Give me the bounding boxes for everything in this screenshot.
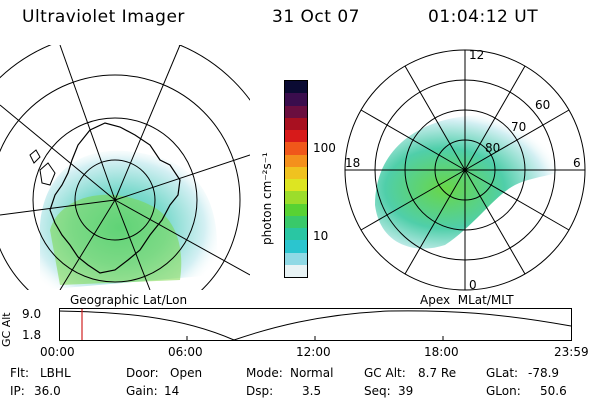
colorbar-segment [285, 130, 307, 143]
mlt-label-18: 18 [345, 156, 360, 170]
status-gcalt-label: GC Alt: [364, 366, 406, 380]
colorbar-segment [285, 105, 307, 118]
gc-alt-curve [59, 310, 572, 341]
status-glat-label: GLat: [486, 366, 519, 380]
time-tick-2359: 23:59 [554, 345, 589, 359]
status-gain-label: Gain: [126, 384, 158, 398]
geographic-map [0, 45, 250, 290]
colorbar-segment [285, 154, 307, 167]
date-label: 31 Oct 07 [272, 7, 360, 27]
time-tick-1200: 12:00 [296, 345, 331, 359]
status-mode-label: Mode: [246, 366, 283, 380]
status-flt-label: Flt: [10, 366, 29, 380]
colorbar-segment [285, 81, 307, 94]
mlat-label-60: 60 [535, 98, 550, 112]
colorbar-segment [285, 252, 307, 265]
status-dsp-label: Dsp: [246, 384, 274, 398]
gc-alt-tick-1-8: 1.8 [22, 328, 42, 342]
colorbar-segment [285, 264, 307, 277]
colorbar [284, 80, 308, 278]
colorbar-segment [285, 215, 307, 228]
colorbar-tick-10: 10 [313, 229, 329, 243]
polar-map-label: Apex MLat/MLT [420, 293, 514, 307]
status-gain-value: 14 [164, 384, 180, 398]
status-mode-value: Normal [290, 366, 334, 380]
time-tick-1800: 18:00 [424, 345, 459, 359]
colorbar-segment [285, 93, 307, 106]
geographic-map-label: Geographic Lat/Lon [70, 293, 188, 307]
mlat-label-70: 70 [511, 120, 526, 134]
status-flt-value: LBHL [40, 366, 71, 380]
meridians [0, 45, 250, 290]
time-tick-0600: 06:00 [168, 345, 203, 359]
gc-alt-axis-label: GC Alt [0, 312, 13, 347]
status-glon-value: 50.6 [540, 384, 567, 398]
instrument-title: Ultraviolet Imager [22, 7, 185, 27]
colorbar-segment [285, 191, 307, 204]
status-ip-value: 36.0 [34, 384, 61, 398]
colorbar-segment [285, 117, 307, 130]
time-tick-0000: 00:00 [40, 345, 75, 359]
gc-alt-tick-9: 9.0 [22, 307, 42, 321]
polar-map: 12 18 6 0 60 70 80 [344, 48, 586, 292]
colorbar-segment [285, 142, 307, 155]
gc-alt-plot [59, 308, 572, 341]
mlt-label-6: 6 [573, 156, 581, 170]
status-seq-label: Seq: [364, 384, 391, 398]
mlat-label-80: 80 [485, 141, 500, 155]
status-glon-label: GLon: [486, 384, 521, 398]
mlt-label-12: 12 [469, 48, 484, 62]
status-door-label: Door: [126, 366, 159, 380]
colorbar-segment [285, 203, 307, 216]
colorbar-unit-label: photon cm⁻²s⁻¹ [260, 152, 274, 245]
coastline [49, 122, 181, 274]
colorbar-tick-100: 100 [313, 141, 336, 155]
mlt-label-0: 0 [469, 278, 477, 292]
status-dsp-value: 3.5 [302, 384, 322, 398]
status-glat-value: -78.9 [528, 366, 560, 380]
status-gcalt-value: 8.7 Re [418, 366, 457, 380]
latitude-circles [0, 45, 250, 290]
status-seq-value: 39 [398, 384, 414, 398]
colorbar-segment [285, 228, 307, 241]
time-label: 01:04:12 UT [428, 7, 539, 27]
colorbar-segment [285, 166, 307, 179]
colorbar-segment [285, 240, 307, 253]
mlt-lines [345, 50, 585, 290]
status-ip-label: IP: [10, 384, 25, 398]
colorbar-segment [285, 179, 307, 192]
status-door-value: Open [170, 366, 203, 380]
